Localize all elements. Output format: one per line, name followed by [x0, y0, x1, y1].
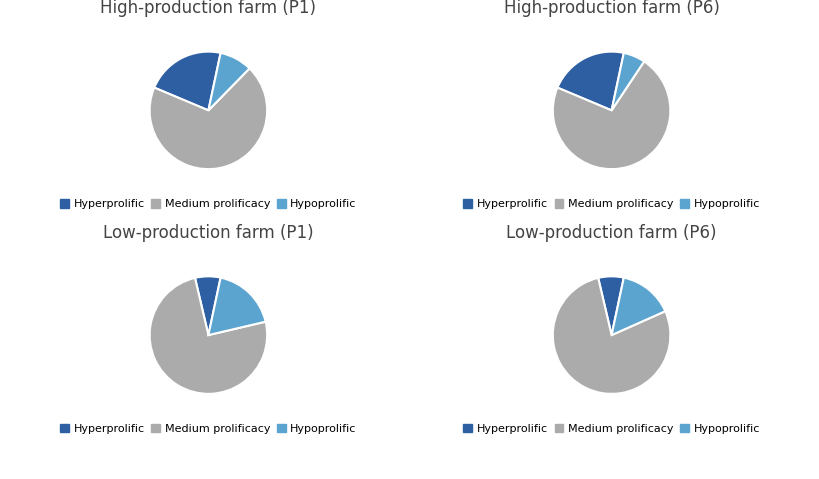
- Title: Low-production farm (P6): Low-production farm (P6): [506, 224, 716, 241]
- Wedge shape: [611, 53, 644, 110]
- Wedge shape: [597, 276, 623, 335]
- Wedge shape: [154, 52, 220, 110]
- Title: High-production farm (P1): High-production farm (P1): [100, 0, 316, 17]
- Title: High-production farm (P6): High-production farm (P6): [503, 0, 718, 17]
- Wedge shape: [552, 61, 670, 169]
- Legend: Hyperprolific, Medium prolificacy, Hypoprolific: Hyperprolific, Medium prolificacy, Hypop…: [56, 420, 360, 438]
- Legend: Hyperprolific, Medium prolificacy, Hypoprolific: Hyperprolific, Medium prolificacy, Hypop…: [56, 195, 360, 214]
- Wedge shape: [557, 52, 623, 110]
- Wedge shape: [149, 68, 267, 169]
- Wedge shape: [208, 278, 265, 335]
- Legend: Hyperprolific, Medium prolificacy, Hypoprolific: Hyperprolific, Medium prolificacy, Hypop…: [459, 195, 763, 214]
- Wedge shape: [195, 276, 220, 335]
- Legend: Hyperprolific, Medium prolificacy, Hypoprolific: Hyperprolific, Medium prolificacy, Hypop…: [459, 420, 763, 438]
- Title: Low-production farm (P1): Low-production farm (P1): [103, 224, 314, 241]
- Wedge shape: [208, 53, 249, 110]
- Wedge shape: [149, 278, 267, 394]
- Wedge shape: [552, 278, 670, 394]
- Wedge shape: [611, 278, 664, 335]
